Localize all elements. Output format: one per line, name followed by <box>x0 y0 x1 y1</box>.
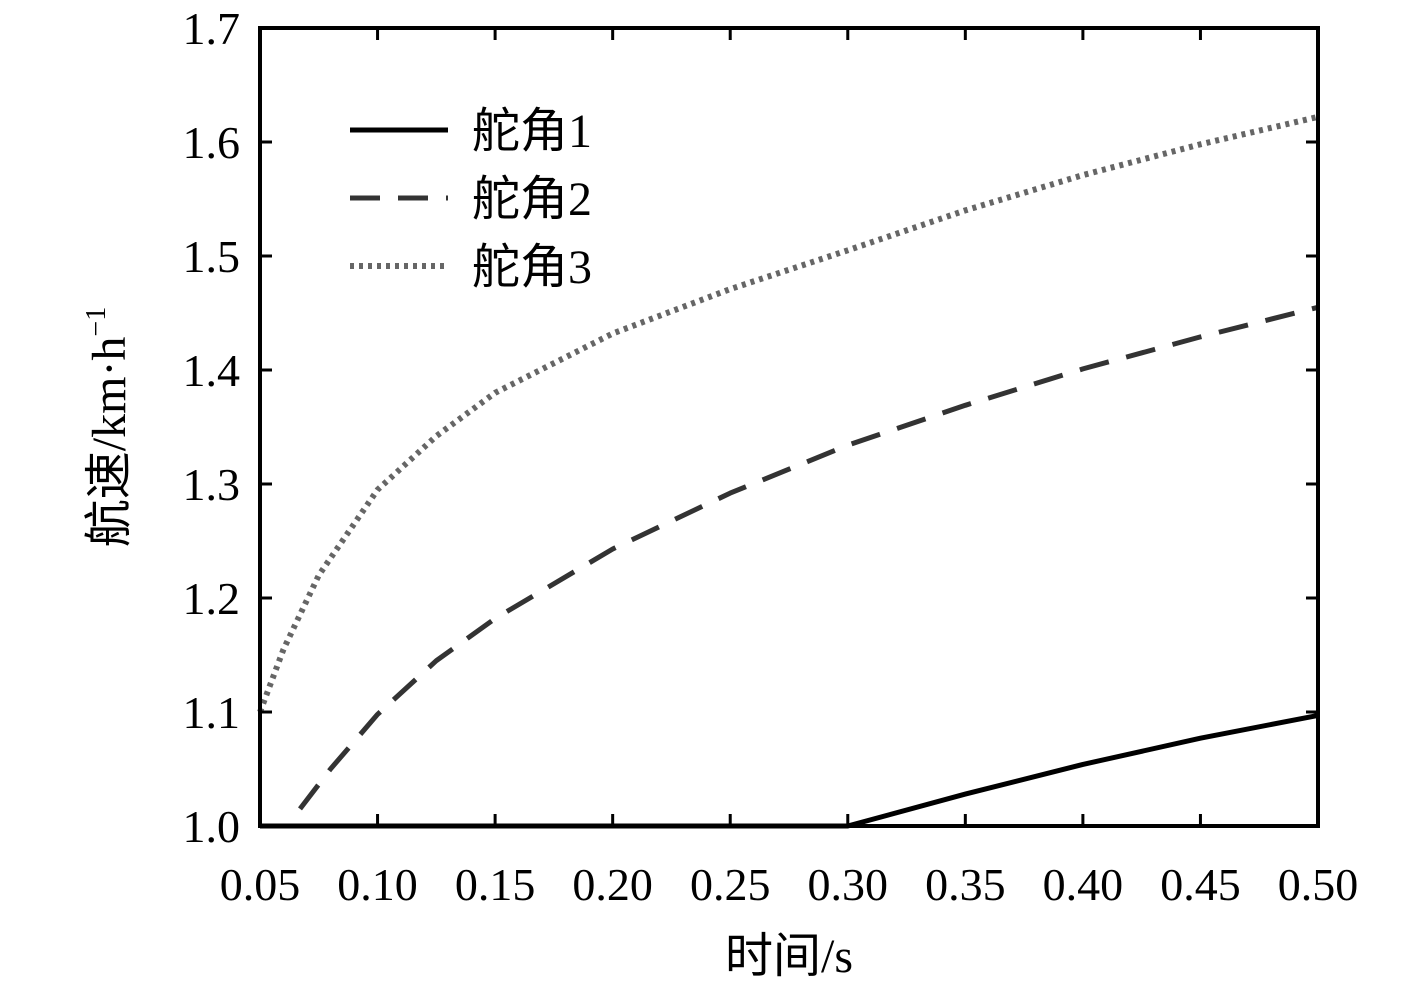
y-tick-label: 1.7 <box>183 3 241 54</box>
y-axis-title-superscript: −1 <box>81 307 112 337</box>
series-line-1 <box>260 712 1319 829</box>
series-layer <box>257 113 1319 829</box>
y-tick-label: 1.1 <box>183 687 241 738</box>
x-tick-label: 0.05 <box>220 859 301 910</box>
x-tick-label: 0.45 <box>1160 859 1241 910</box>
y-tick-label: 1.6 <box>183 117 241 168</box>
x-axis-title: 时间/s <box>725 930 853 983</box>
series-line-3 <box>257 113 1319 714</box>
x-tick-label: 0.25 <box>690 859 771 910</box>
x-tick-label: 0.30 <box>808 859 889 910</box>
y-tick-label: 1.3 <box>183 459 241 510</box>
legend-label-3: 舵角3 <box>472 241 592 294</box>
series-line-2 <box>298 304 1319 811</box>
y-tick-label: 1.2 <box>183 573 241 624</box>
x-tick-label: 0.20 <box>572 859 653 910</box>
x-tick-label: 0.15 <box>455 859 536 910</box>
x-tick-label: 0.50 <box>1278 859 1359 910</box>
legend-label-1: 舵角1 <box>472 105 592 158</box>
tick-layer: 0.05 0.10 0.15 0.20 0.25 0.30 0.35 0.40 0.45 0.50… <box>183 3 1359 910</box>
y-tick-label: 1.4 <box>183 345 241 396</box>
y-axis-title: 航速/km·h−1 <box>81 307 136 547</box>
x-tick-label: 0.10 <box>337 859 418 910</box>
y-tick-label: 1.5 <box>183 231 241 282</box>
y-axis-title-main: 航速/km·h <box>83 337 136 548</box>
x-tick-label: 0.35 <box>925 859 1006 910</box>
legend: 舵角1 舵角2 舵角3 <box>350 105 592 294</box>
y-tick-label: 1.0 <box>183 801 241 852</box>
legend-label-2: 舵角2 <box>472 173 592 226</box>
x-tick-label: 0.40 <box>1043 859 1124 910</box>
plot-frame <box>258 26 1320 828</box>
